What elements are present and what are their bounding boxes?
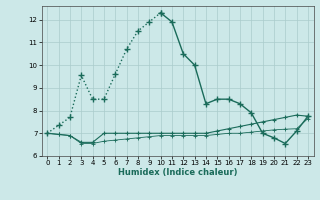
X-axis label: Humidex (Indice chaleur): Humidex (Indice chaleur) — [118, 168, 237, 177]
